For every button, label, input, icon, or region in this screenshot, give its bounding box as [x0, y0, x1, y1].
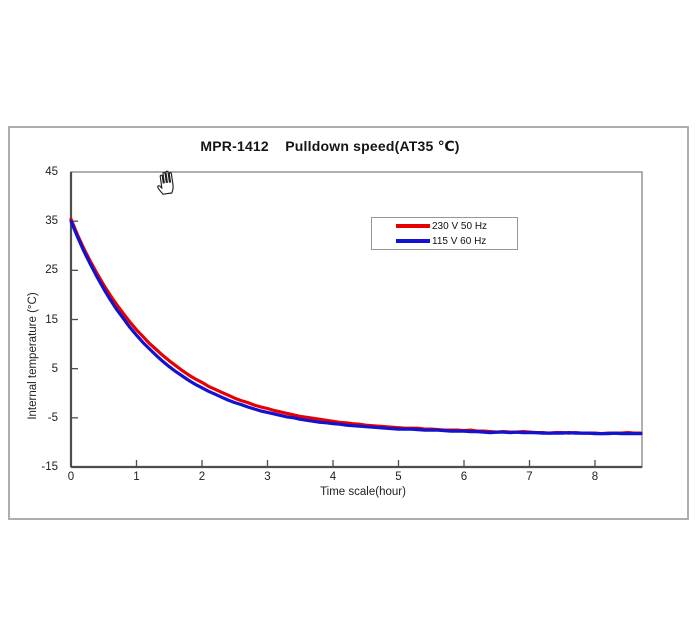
- legend-item-115v-60hz: 115 V 60 Hz: [396, 235, 517, 247]
- y-tick-label: -5: [47, 411, 58, 424]
- chart-frame: [8, 126, 689, 520]
- legend-line-blue-icon: [396, 239, 430, 243]
- x-tick-label: 5: [395, 471, 402, 483]
- x-tick-label: 4: [329, 471, 337, 483]
- legend-line-red-icon: [396, 224, 430, 228]
- y-axis-title: Internal temperature (°C): [27, 292, 39, 420]
- chart-title: MPR-1412 Pulldown speed(AT35 ℃): [200, 138, 460, 154]
- open-hand-cursor-icon: [152, 167, 179, 196]
- x-tick-label: 0: [67, 471, 75, 483]
- x-tick-label: 1: [133, 471, 140, 483]
- x-axis-title: Time scale(hour): [320, 486, 406, 498]
- y-tick-label: 35: [45, 215, 58, 228]
- series-line-230v-50hz: [69, 217, 643, 436]
- y-tick-label: -15: [41, 461, 58, 473]
- y-tick-label: 15: [45, 313, 58, 326]
- x-tick-label: 6: [460, 471, 468, 483]
- y-tick-label: 45: [45, 166, 58, 178]
- y-tick-label: 5: [51, 362, 58, 375]
- legend-item-230v-50hz: 230 V 50 Hz: [396, 220, 517, 232]
- series-line-115v-60hz: [69, 219, 643, 436]
- x-tick-label: 8: [591, 471, 599, 483]
- x-tick-label: 3: [264, 471, 271, 483]
- legend-box: 230 V 50 Hz 115 V 60 Hz: [371, 217, 518, 250]
- legend-label-115v-60hz: 115 V 60 Hz: [432, 235, 487, 247]
- legend-label-230v-50hz: 230 V 50 Hz: [432, 220, 488, 232]
- x-tick-label: 7: [526, 471, 533, 483]
- x-tick-label: 2: [198, 471, 206, 483]
- y-tick-label: 25: [45, 264, 58, 277]
